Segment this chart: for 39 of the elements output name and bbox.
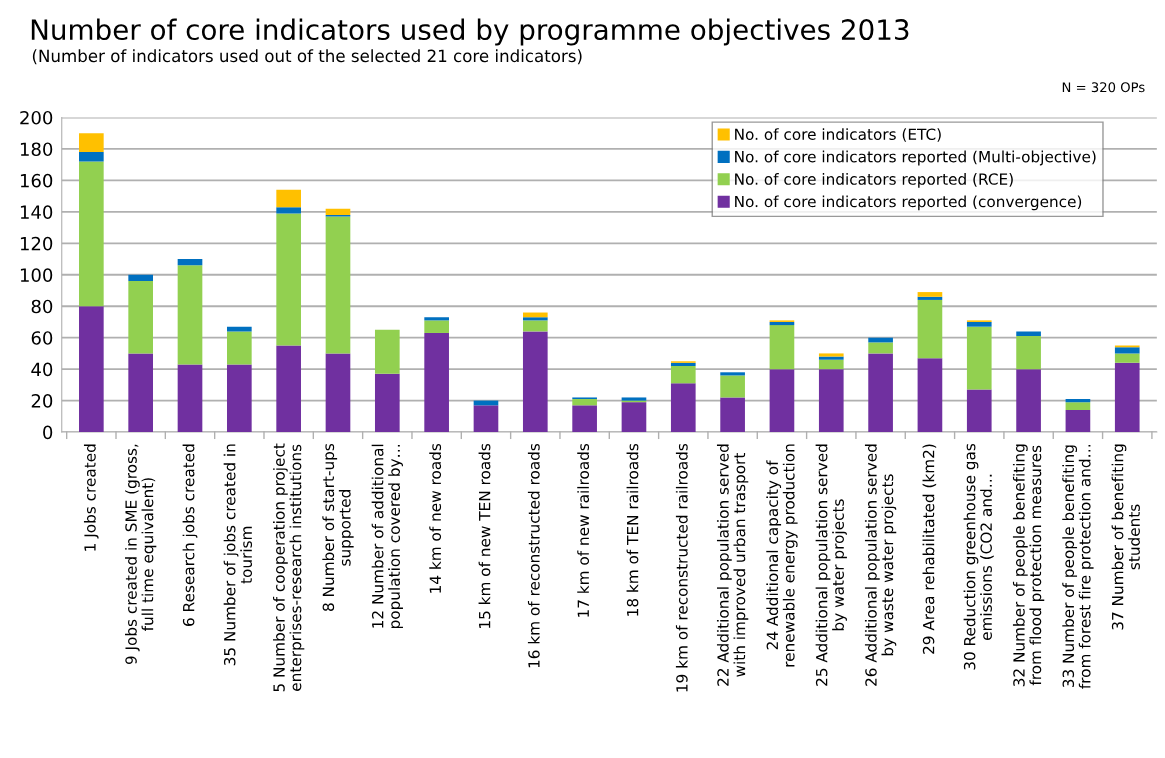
- y-tick-label: 80: [31, 299, 53, 314]
- x-tick-label: 33 Number of people benefiting from forest fire protection and…: [1062, 444, 1094, 689]
- chart-subtitle: (Number of indicators used out of the selected 21 core indicators): [32, 49, 582, 65]
- x-tick-label: 25 Additional population served by water projects: [815, 444, 847, 686]
- y-tick-label: 40: [31, 362, 53, 377]
- legend-label: No. of core indicators (ETC): [735, 128, 941, 142]
- y-tick-label: 120: [20, 236, 53, 251]
- x-tick-label: 24 Additional capacity of renewable energy production: [766, 444, 798, 667]
- x-tick-label: 15 km of new TEN roads: [478, 443, 491, 628]
- x-tick-label: 12 Number of additional population covered by…: [371, 444, 403, 629]
- x-tick-label: 37 Number of benefiting students: [1111, 444, 1140, 630]
- y-tick-label: 0: [43, 425, 53, 440]
- y-tick-label: 180: [20, 142, 53, 157]
- x-tick-label: 29 Area rehabilitated (km2): [922, 444, 937, 654]
- y-tick-label: 140: [20, 205, 53, 219]
- x-tick-label: 35 Number of jobs created in tourism: [223, 444, 253, 666]
- x-tick-label: 9 Jobs created in SME (gross, full time equivalent): [125, 444, 157, 665]
- chart-title: Number of core indicators used by programme objectives 2013: [31, 18, 909, 46]
- x-tick-label: 6 Research jobs created: [182, 444, 198, 626]
- x-tick-label: 17 km of new railroads: [577, 443, 590, 617]
- x-tick-label: 5 Number of cooperation project enterprises-research institutions: [273, 443, 305, 692]
- y-tick-label: 20: [31, 394, 53, 408]
- x-tick-label: 16 km of reconstructed roads: [527, 443, 540, 668]
- y-tick-label: 200: [20, 110, 53, 125]
- x-tick-label: 18 km of TEN railroads: [626, 443, 639, 616]
- legend-label: No. of core indicators reported (RCE): [735, 173, 1013, 188]
- x-tick-label: 1 Jobs created: [83, 444, 99, 551]
- x-tick-label: 22 Additional population served with improved urban trasport: [716, 444, 749, 686]
- x-tick-label: 32 Number of people benefiting from flood protection measures: [1012, 444, 1045, 687]
- text: N = 320 OPs: [1062, 82, 1145, 93]
- x-tick-label: 14 km of new roads: [429, 443, 442, 593]
- x-tick-label: 19 km of reconstructed railroads: [675, 443, 688, 692]
- y-tick-label: 60: [31, 331, 53, 345]
- x-tick-label: 30 Reduction greenhouse gas emissions (CO2 and…: [963, 443, 994, 670]
- y-tick-label: 160: [20, 173, 53, 188]
- legend-label: No. of core indicators reported (Multi-objective): [735, 150, 1096, 166]
- x-tick-label: 8 Number of start-ups supported: [322, 443, 354, 611]
- y-tick-label: 100: [20, 268, 53, 282]
- legend-label: No. of core indicators reported (convergence): [735, 195, 1082, 211]
